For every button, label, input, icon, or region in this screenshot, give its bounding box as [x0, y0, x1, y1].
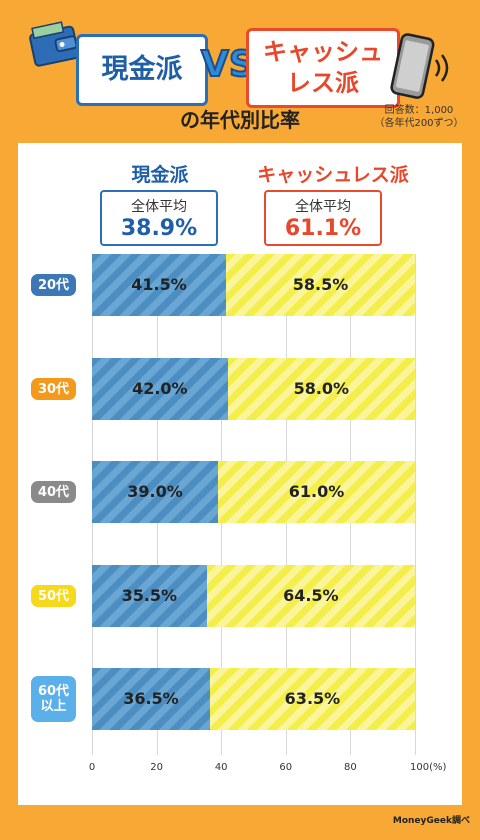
- cash-bar: [92, 461, 218, 523]
- vs-label: VS: [200, 43, 256, 86]
- cashless-bar: [209, 668, 415, 730]
- cashless-value-label: 61.0%: [288, 482, 345, 501]
- cashless-value-label: 64.5%: [283, 586, 339, 605]
- source-credit: MoneyGeek調べ: [392, 816, 470, 826]
- cashless-title-box: キャッシュ レス派: [246, 28, 400, 108]
- cash-bar: [92, 668, 210, 730]
- wallet-icon: [26, 16, 84, 78]
- x-tick-label: 80: [344, 762, 357, 773]
- smartphone-icon: [382, 30, 458, 110]
- cash-value-label: 42.0%: [132, 379, 188, 398]
- age-group-label: 20代: [31, 274, 76, 296]
- cash-title: 現金派: [101, 54, 183, 85]
- legend-cashless-label: キャッシュレス派: [257, 164, 409, 186]
- cash-bar: [92, 254, 227, 316]
- cash-average-label: 全体平均: [131, 199, 187, 215]
- cashless-value-label: 63.5%: [284, 689, 341, 708]
- x-tick-label: 60: [279, 762, 293, 773]
- cash-value-label: 35.5%: [121, 586, 178, 605]
- cash-value-label: 36.5%: [123, 689, 179, 708]
- x-tick-label: 40: [214, 762, 228, 773]
- cash-average-value: 38.9%: [120, 216, 198, 241]
- x-tick-label: 0: [88, 762, 96, 773]
- cashless-bar: [206, 565, 415, 627]
- age-group-label: 60代 以上: [31, 676, 76, 722]
- cashless-average-label: 全体平均: [295, 199, 351, 215]
- cash-value-label: 41.5%: [131, 275, 187, 294]
- cashless-bar: [226, 254, 415, 316]
- cashless-bar: [227, 358, 415, 420]
- cash-title-box: 現金派: [76, 34, 208, 106]
- chart-subtitle: の年代別比率: [180, 108, 300, 132]
- cashless-title-line1: キャッシュ: [263, 38, 383, 66]
- cash-bar: [92, 358, 228, 420]
- cashless-average-value: 61.1%: [284, 216, 362, 241]
- cash-value-label: 39.0%: [127, 482, 183, 501]
- x-tick-label: 100(%): [410, 762, 447, 773]
- cashless-title-line2: レス派: [287, 69, 359, 97]
- cashless-value-label: 58.5%: [292, 275, 349, 294]
- legend-cash-label: 現金派: [131, 164, 189, 186]
- cashless-average-box: 全体平均 61.1%: [264, 190, 382, 246]
- cash-bar: [92, 565, 207, 627]
- cash-average-box: 全体平均 38.9%: [100, 190, 218, 246]
- age-group-label: 40代: [31, 481, 76, 503]
- gridline: [415, 254, 416, 755]
- response-note: 回答数：1,000 （各年代200ずつ）: [364, 104, 474, 130]
- response-count: 回答数：1,000: [384, 105, 454, 116]
- x-tick-label: 20: [150, 762, 163, 773]
- age-group-label: 30代: [31, 378, 76, 400]
- cashless-value-label: 58.0%: [293, 379, 350, 398]
- cashless-bar: [217, 461, 415, 523]
- per-age-count: （各年代200ずつ）: [374, 118, 464, 129]
- age-group-label: 50代: [31, 585, 76, 607]
